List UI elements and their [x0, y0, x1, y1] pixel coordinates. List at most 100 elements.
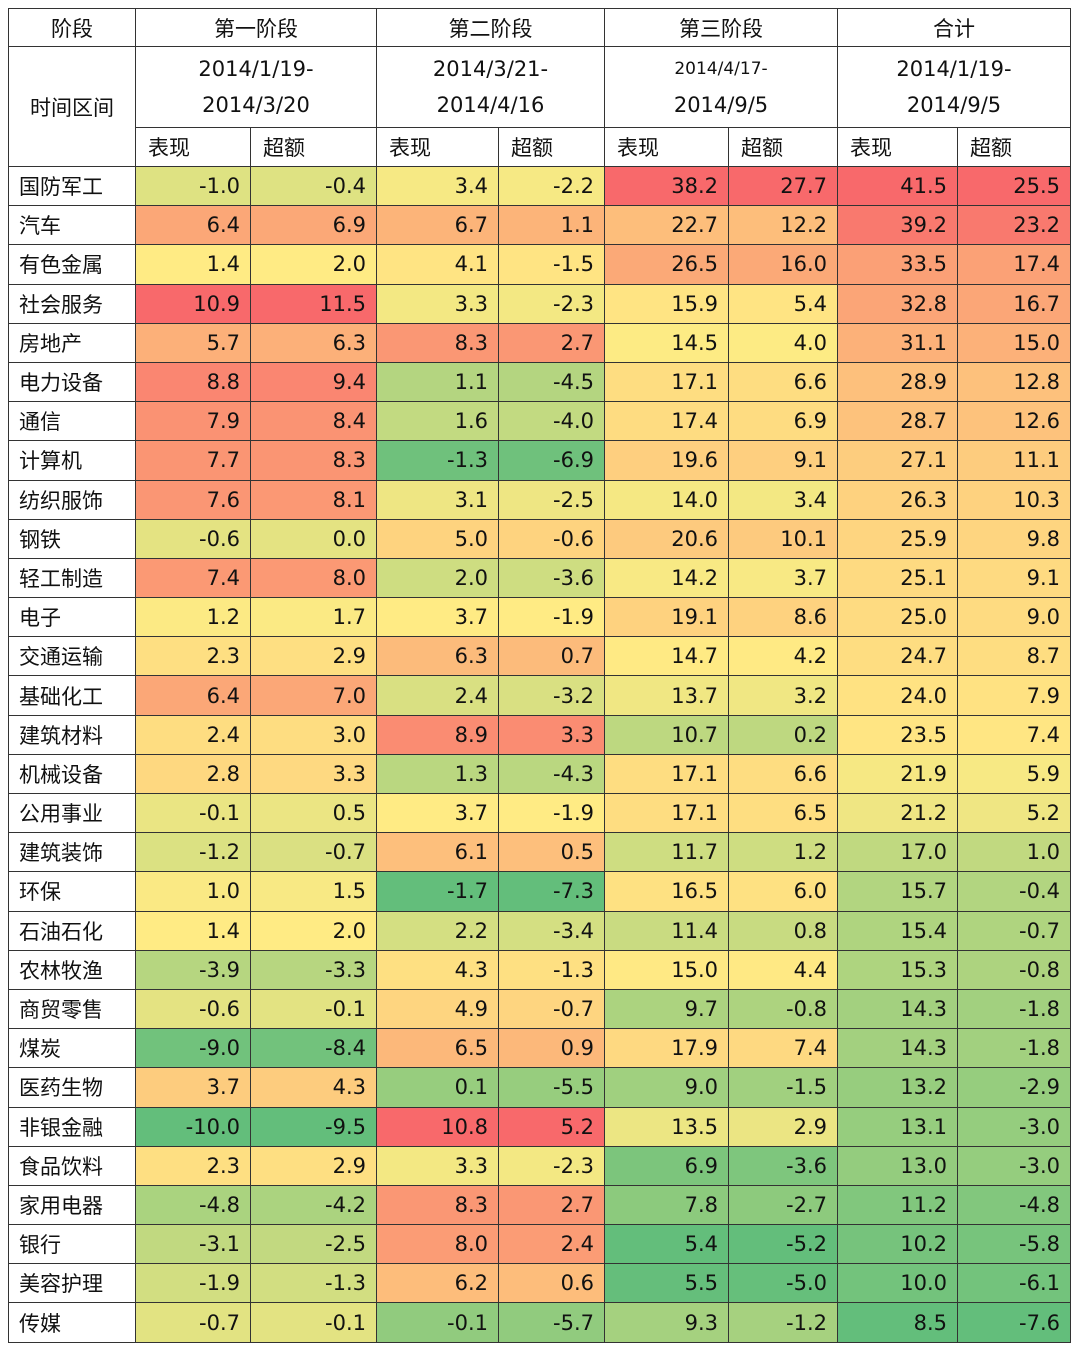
value-cell: -2.5 [498, 479, 605, 520]
value-cell: 8.3 [376, 1184, 499, 1226]
value-cell: 6.9 [604, 1145, 729, 1186]
period-line: 2014/1/19- [198, 57, 314, 81]
data-row: 交通运输 2.3 2.9 6.3 0.7 14.7 4.2 24.7 8.7 [8, 636, 1071, 677]
value-cell: 1.0 [957, 832, 1071, 873]
value-cell: 13.7 [604, 675, 729, 716]
value-cell: -1.9 [498, 597, 605, 638]
subheader: 超额 [250, 127, 377, 167]
data-row: 房地产 5.7 6.3 8.3 2.7 14.5 4.0 31.1 15.0 [8, 322, 1071, 363]
value-cell: -4.5 [498, 361, 605, 403]
value-cell: 2.4 [498, 1224, 605, 1265]
value-cell: 1.1 [498, 205, 605, 246]
value-cell: -1.3 [376, 440, 499, 481]
value-cell: 19.1 [604, 597, 729, 638]
data-row: 有色金属 1.4 2.0 4.1 -1.5 26.5 16.0 33.5 17.4 [8, 244, 1071, 285]
value-cell: 0.5 [498, 832, 605, 873]
sector-name: 电子 [8, 597, 136, 638]
value-cell: 2.4 [376, 675, 499, 716]
subheader: 表现 [604, 127, 729, 167]
value-cell: 6.6 [728, 361, 838, 403]
value-cell: 3.3 [376, 1145, 499, 1186]
sector-name: 家用电器 [8, 1184, 136, 1226]
sector-name: 通信 [8, 401, 136, 442]
value-cell: 6.5 [728, 792, 838, 834]
value-cell: -3.6 [498, 557, 605, 599]
value-cell: -0.1 [250, 1302, 377, 1343]
value-cell: 17.0 [837, 832, 958, 873]
value-cell: -1.2 [135, 832, 251, 873]
value-cell: 15.0 [604, 949, 729, 990]
data-row: 纺织服饰 7.6 8.1 3.1 -2.5 14.0 3.4 26.3 10.3 [8, 479, 1071, 520]
value-cell: 1.5 [250, 871, 377, 912]
value-cell: -5.5 [498, 1067, 605, 1108]
sector-name: 公用事业 [8, 792, 136, 834]
value-cell: 3.1 [376, 479, 499, 520]
period-label: 时间区间 [8, 46, 136, 167]
value-cell: 28.9 [837, 361, 958, 403]
value-cell: -5.0 [728, 1263, 838, 1304]
value-cell: 14.3 [837, 1028, 958, 1069]
value-cell: 7.4 [957, 714, 1071, 755]
value-cell: 6.4 [135, 675, 251, 716]
subheader: 表现 [837, 127, 958, 167]
value-cell: 9.3 [604, 1302, 729, 1343]
value-cell: -3.3 [250, 949, 377, 990]
value-cell: 2.0 [250, 244, 377, 285]
value-cell: 2.9 [250, 636, 377, 677]
value-cell: 10.1 [728, 518, 838, 559]
value-cell: 10.9 [135, 283, 251, 324]
value-cell: 1.3 [376, 753, 499, 795]
value-cell: -0.6 [135, 518, 251, 559]
value-cell: 5.5 [604, 1263, 729, 1304]
period-line: 2014/9/5 [673, 93, 769, 117]
value-cell: 5.9 [957, 753, 1071, 795]
value-cell: 15.3 [837, 949, 958, 990]
period-line: 2014/1/19- [896, 57, 1012, 81]
value-cell: 14.3 [837, 988, 958, 1030]
value-cell: -5.7 [498, 1302, 605, 1343]
value-cell: 17.1 [604, 361, 729, 403]
value-cell: 7.9 [957, 675, 1071, 716]
sector-name: 传媒 [8, 1302, 136, 1343]
value-cell: 3.3 [376, 283, 499, 324]
value-cell: 7.0 [250, 675, 377, 716]
value-cell: -3.4 [498, 910, 605, 951]
sector-name: 社会服务 [8, 283, 136, 324]
value-cell: -1.5 [728, 1067, 838, 1108]
value-cell: -2.3 [498, 283, 605, 324]
value-cell: 17.1 [604, 753, 729, 795]
value-cell: 8.5 [837, 1302, 958, 1343]
value-cell: -4.3 [498, 753, 605, 795]
table-container: 阶段 第一阶段 第二阶段 第三阶段 合计 时间区间 2014/1/19- 2014/3/20 2… [8, 8, 1071, 1343]
value-cell: 3.7 [728, 557, 838, 599]
value-cell: 11.5 [250, 283, 377, 324]
value-cell: 38.2 [604, 165, 729, 207]
data-row: 农林牧渔 -3.9 -3.3 4.3 -1.3 15.0 4.4 15.3 -0.8 [8, 949, 1071, 990]
value-cell: 3.4 [376, 165, 499, 207]
value-cell: 4.3 [250, 1067, 377, 1108]
value-cell: 17.4 [957, 244, 1071, 285]
sector-name: 银行 [8, 1224, 136, 1265]
sector-name: 农林牧渔 [8, 949, 136, 990]
value-cell: -0.1 [135, 792, 251, 834]
data-row: 社会服务 10.9 11.5 3.3 -2.3 15.9 5.4 32.8 16.7 [8, 283, 1071, 324]
value-cell: -0.8 [728, 988, 838, 1030]
value-cell: 11.2 [837, 1184, 958, 1226]
subheader: 超额 [728, 127, 838, 167]
sector-name: 食品饮料 [8, 1145, 136, 1186]
data-row: 建筑装饰 -1.2 -0.7 6.1 0.5 11.7 1.2 17.0 1.0 [8, 832, 1071, 873]
value-cell: 8.0 [376, 1224, 499, 1265]
value-cell: 6.2 [376, 1263, 499, 1304]
value-cell: -1.0 [135, 165, 251, 207]
value-cell: -1.9 [498, 792, 605, 834]
value-cell: 6.9 [250, 205, 377, 246]
data-row: 通信 7.9 8.4 1.6 -4.0 17.4 6.9 28.7 12.6 [8, 401, 1071, 442]
value-cell: -0.6 [498, 518, 605, 559]
value-cell: -0.7 [957, 910, 1071, 951]
value-cell: 6.0 [728, 871, 838, 912]
value-cell: 7.7 [135, 440, 251, 481]
period-line: 2014/4/16 [436, 93, 545, 117]
data-row: 非银金融 -10.0 -9.5 10.8 5.2 13.5 2.9 13.1 -3.0 [8, 1106, 1071, 1147]
period-line: 2014/3/20 [202, 93, 310, 117]
value-cell: 7.8 [604, 1184, 729, 1226]
